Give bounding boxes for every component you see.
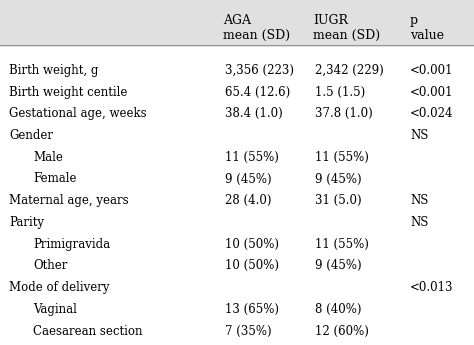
Text: 9 (45%): 9 (45%): [225, 172, 272, 186]
Text: Maternal age, years: Maternal age, years: [9, 194, 129, 207]
Text: 10 (50%): 10 (50%): [225, 238, 279, 251]
Text: 9 (45%): 9 (45%): [315, 172, 362, 186]
Text: value: value: [410, 29, 444, 42]
Text: Caesarean section: Caesarean section: [33, 325, 143, 338]
Text: 11 (55%): 11 (55%): [315, 151, 369, 164]
Text: <0.024: <0.024: [410, 107, 454, 120]
Text: Male: Male: [33, 151, 63, 164]
FancyBboxPatch shape: [0, 47, 474, 345]
Text: 13 (65%): 13 (65%): [225, 303, 279, 316]
Text: 1.5 (1.5): 1.5 (1.5): [315, 86, 365, 99]
Text: NS: NS: [410, 129, 428, 142]
Text: Primigravida: Primigravida: [33, 238, 110, 251]
Text: NS: NS: [410, 194, 428, 207]
FancyBboxPatch shape: [0, 0, 474, 47]
Text: 7 (35%): 7 (35%): [225, 325, 272, 338]
Text: 9 (45%): 9 (45%): [315, 259, 362, 273]
Text: Female: Female: [33, 172, 77, 186]
Text: p: p: [410, 14, 418, 27]
Text: Parity: Parity: [9, 216, 45, 229]
Text: IUGR: IUGR: [313, 14, 348, 27]
Text: 31 (5.0): 31 (5.0): [315, 194, 362, 207]
Text: 37.8 (1.0): 37.8 (1.0): [315, 107, 373, 120]
Text: <0.013: <0.013: [410, 281, 454, 294]
Text: Birth weight, g: Birth weight, g: [9, 64, 99, 77]
Text: mean (SD): mean (SD): [313, 29, 380, 42]
Text: Vaginal: Vaginal: [33, 303, 77, 316]
Text: Birth weight centile: Birth weight centile: [9, 86, 128, 99]
Text: <0.001: <0.001: [410, 86, 454, 99]
Text: Gender: Gender: [9, 129, 54, 142]
Text: <0.001: <0.001: [410, 64, 454, 77]
Text: Gestational age, weeks: Gestational age, weeks: [9, 107, 147, 120]
Text: Other: Other: [33, 259, 68, 273]
Text: 38.4 (1.0): 38.4 (1.0): [225, 107, 283, 120]
Text: 12 (60%): 12 (60%): [315, 325, 369, 338]
Text: Mode of delivery: Mode of delivery: [9, 281, 110, 294]
Text: 11 (55%): 11 (55%): [225, 151, 279, 164]
Text: AGA: AGA: [223, 14, 251, 27]
Text: 2,342 (229): 2,342 (229): [315, 64, 384, 77]
Text: 28 (4.0): 28 (4.0): [225, 194, 272, 207]
Text: 3,356 (223): 3,356 (223): [225, 64, 294, 77]
Text: mean (SD): mean (SD): [223, 29, 290, 42]
Text: 10 (50%): 10 (50%): [225, 259, 279, 273]
Text: NS: NS: [410, 216, 428, 229]
Text: 11 (55%): 11 (55%): [315, 238, 369, 251]
Text: 8 (40%): 8 (40%): [315, 303, 362, 316]
Text: 65.4 (12.6): 65.4 (12.6): [225, 86, 291, 99]
